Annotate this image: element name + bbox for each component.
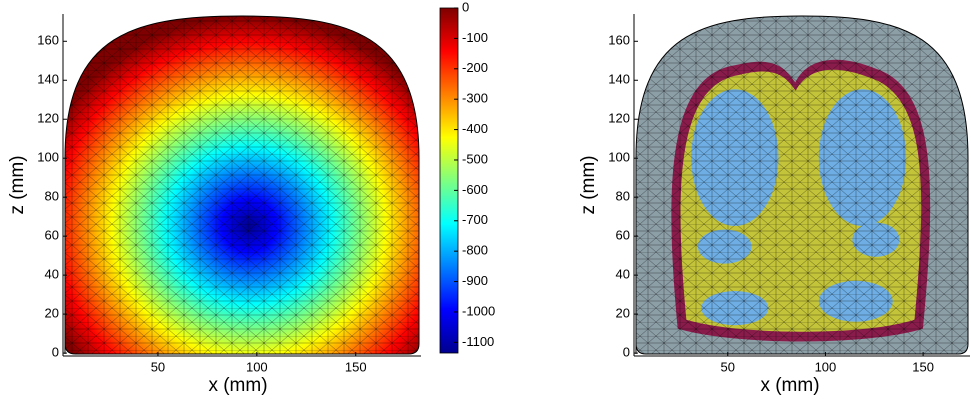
y-tick-label: 40: [616, 267, 630, 282]
y-tick-label: 20: [45, 306, 59, 321]
x-axis-label: x (mm): [208, 375, 267, 396]
y-tick-label: 20: [616, 306, 630, 321]
y-tick-label: 80: [45, 189, 59, 204]
x-tick-label: 150: [912, 359, 934, 374]
colorbar-tick-label: -800: [462, 243, 488, 258]
x-tick-label: 50: [151, 359, 165, 374]
y-tick-label: 140: [608, 72, 630, 87]
colorbar-tick-label: -900: [462, 273, 488, 288]
x-tick-label: 100: [246, 359, 268, 374]
colorbar-tick-label: 0: [462, 0, 469, 14]
y-tick-label: 0: [623, 345, 630, 360]
colorbar-tick-label: -1000: [462, 303, 495, 318]
y-tick-label: 60: [616, 228, 630, 243]
colorbar-tick-label: -700: [462, 212, 488, 227]
y-tick-label: 160: [608, 33, 630, 48]
x-tick-label: 50: [721, 359, 735, 374]
mesh-lines: [64, 15, 420, 355]
colorbar-tick-label: -600: [462, 182, 488, 197]
colorbar-tick-label: -300: [462, 91, 488, 106]
y-tick-label: 100: [608, 150, 630, 165]
y-tick-label: 40: [45, 267, 59, 282]
y-tick-label: 120: [37, 111, 59, 126]
colorbar: [439, 7, 459, 354]
y-tick-label: 160: [37, 33, 59, 48]
y-tick-label: 120: [608, 111, 630, 126]
colorbar-tick-label: -400: [462, 121, 488, 136]
y-tick-label: 80: [616, 189, 630, 204]
y-axis-label: z (mm): [578, 155, 599, 214]
y-tick-label: 60: [45, 228, 59, 243]
mesh-lines: [635, 15, 969, 355]
x-axis-label: x (mm): [760, 375, 819, 396]
y-tick-label: 0: [52, 345, 59, 360]
colorbar-tick-label: -1100: [462, 334, 494, 349]
colorbar-tick-label: -500: [462, 151, 488, 166]
y-axis-label: z (mm): [7, 155, 28, 214]
colorbar-tick-label: -200: [462, 60, 488, 75]
y-tick-label: 100: [37, 150, 59, 165]
colorbar-tick-label: -100: [462, 30, 488, 45]
x-tick-label: 150: [345, 359, 367, 374]
x-tick-label: 100: [815, 359, 837, 374]
y-tick-label: 140: [37, 72, 59, 87]
